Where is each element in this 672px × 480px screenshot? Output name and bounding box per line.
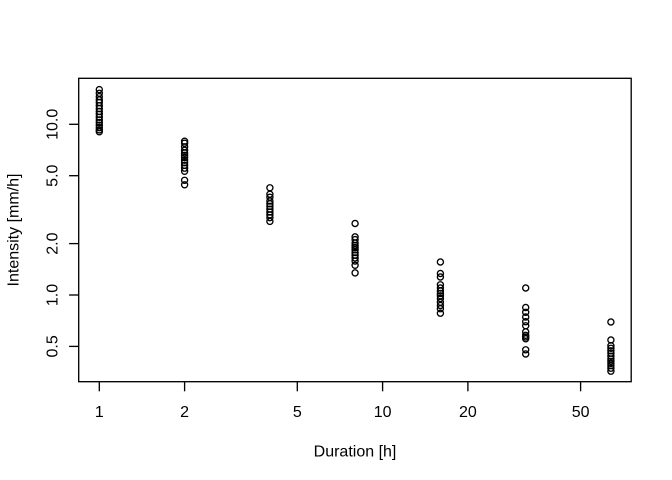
svg-text:10.0: 10.0: [44, 109, 61, 140]
svg-text:5: 5: [293, 404, 302, 421]
svg-text:20: 20: [459, 404, 477, 421]
svg-text:Intensity [mm/h]: Intensity [mm/h]: [6, 174, 23, 287]
svg-text:50: 50: [572, 404, 590, 421]
svg-text:5.0: 5.0: [44, 164, 61, 186]
svg-text:2.0: 2.0: [44, 232, 61, 254]
svg-text:Duration [h]: Duration [h]: [314, 444, 397, 461]
svg-text:1: 1: [95, 404, 104, 421]
svg-text:0.5: 0.5: [44, 335, 61, 357]
svg-text:2: 2: [180, 404, 189, 421]
svg-text:1.0: 1.0: [44, 284, 61, 306]
svg-text:10: 10: [374, 404, 392, 421]
